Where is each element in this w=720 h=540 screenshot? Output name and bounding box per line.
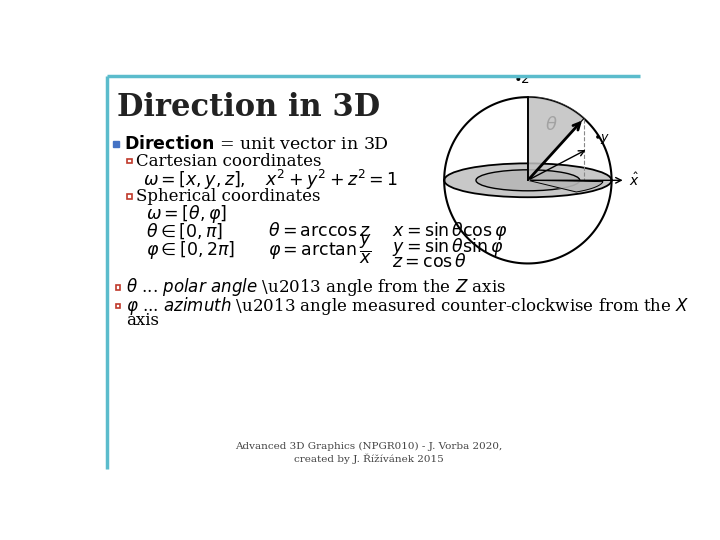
Text: Spherical coordinates: Spherical coordinates — [136, 188, 320, 205]
Text: $y = \sin\theta\sin\varphi$: $y = \sin\theta\sin\varphi$ — [392, 235, 503, 258]
Text: $\varphi \in [0, 2\pi]$: $\varphi \in [0, 2\pi]$ — [145, 239, 235, 261]
Text: Direction in 3D: Direction in 3D — [117, 92, 380, 123]
Text: $\theta = \arccos z$: $\theta = \arccos z$ — [269, 222, 371, 240]
Text: $\omega = [x, y, z], \quad x^2 + y^2 + z^2 = 1$: $\omega = [x, y, z], \quad x^2 + y^2 + z… — [143, 167, 397, 192]
Bar — [127, 159, 132, 164]
Text: $\phi$: $\phi$ — [498, 167, 511, 189]
Polygon shape — [528, 180, 603, 192]
Text: $\theta \in [0, \pi]$: $\theta \in [0, \pi]$ — [145, 221, 223, 241]
Bar — [116, 285, 120, 289]
Text: $x = \sin\theta\cos\varphi$: $x = \sin\theta\cos\varphi$ — [392, 220, 508, 242]
Text: $z = \cos\theta$: $z = \cos\theta$ — [392, 253, 467, 271]
Text: Advanced 3D Graphics (NPGR010) - J. Vorba 2020,
created by J. Řížívánek 2015: Advanced 3D Graphics (NPGR010) - J. Vorb… — [235, 442, 503, 464]
Text: $\omega = [\theta, \varphi]$: $\omega = [\theta, \varphi]$ — [145, 203, 227, 225]
Bar — [127, 194, 132, 199]
Text: $\varphi$ ... $\mathit{azimuth}$ \u2013 angle measured counter-clockwise from th: $\varphi$ ... $\mathit{azimuth}$ \u2013 … — [126, 295, 689, 317]
Text: $\hat{x}$: $\hat{x}$ — [629, 172, 639, 189]
Text: $\bullet y$: $\bullet y$ — [593, 132, 610, 146]
Text: $\theta$ ... $\mathit{polar\ angle}$ \u2013 angle from the $\mathit{Z}$ axis: $\theta$ ... $\mathit{polar\ angle}$ \u2… — [126, 276, 505, 298]
Polygon shape — [528, 97, 584, 180]
Text: $\theta$: $\theta$ — [545, 116, 557, 134]
Text: $\bullet z$: $\bullet z$ — [513, 72, 531, 86]
Text: $\mathbf{Direction}$ = unit vector in 3D: $\mathbf{Direction}$ = unit vector in 3D — [124, 135, 388, 153]
Text: axis: axis — [126, 312, 158, 329]
Bar — [113, 141, 120, 147]
Bar — [116, 303, 120, 308]
Text: Cartesian coordinates: Cartesian coordinates — [136, 152, 321, 170]
Ellipse shape — [476, 170, 580, 191]
Text: $\varphi = \arctan\dfrac{y}{x}$: $\varphi = \arctan\dfrac{y}{x}$ — [269, 233, 372, 266]
Ellipse shape — [444, 164, 611, 197]
